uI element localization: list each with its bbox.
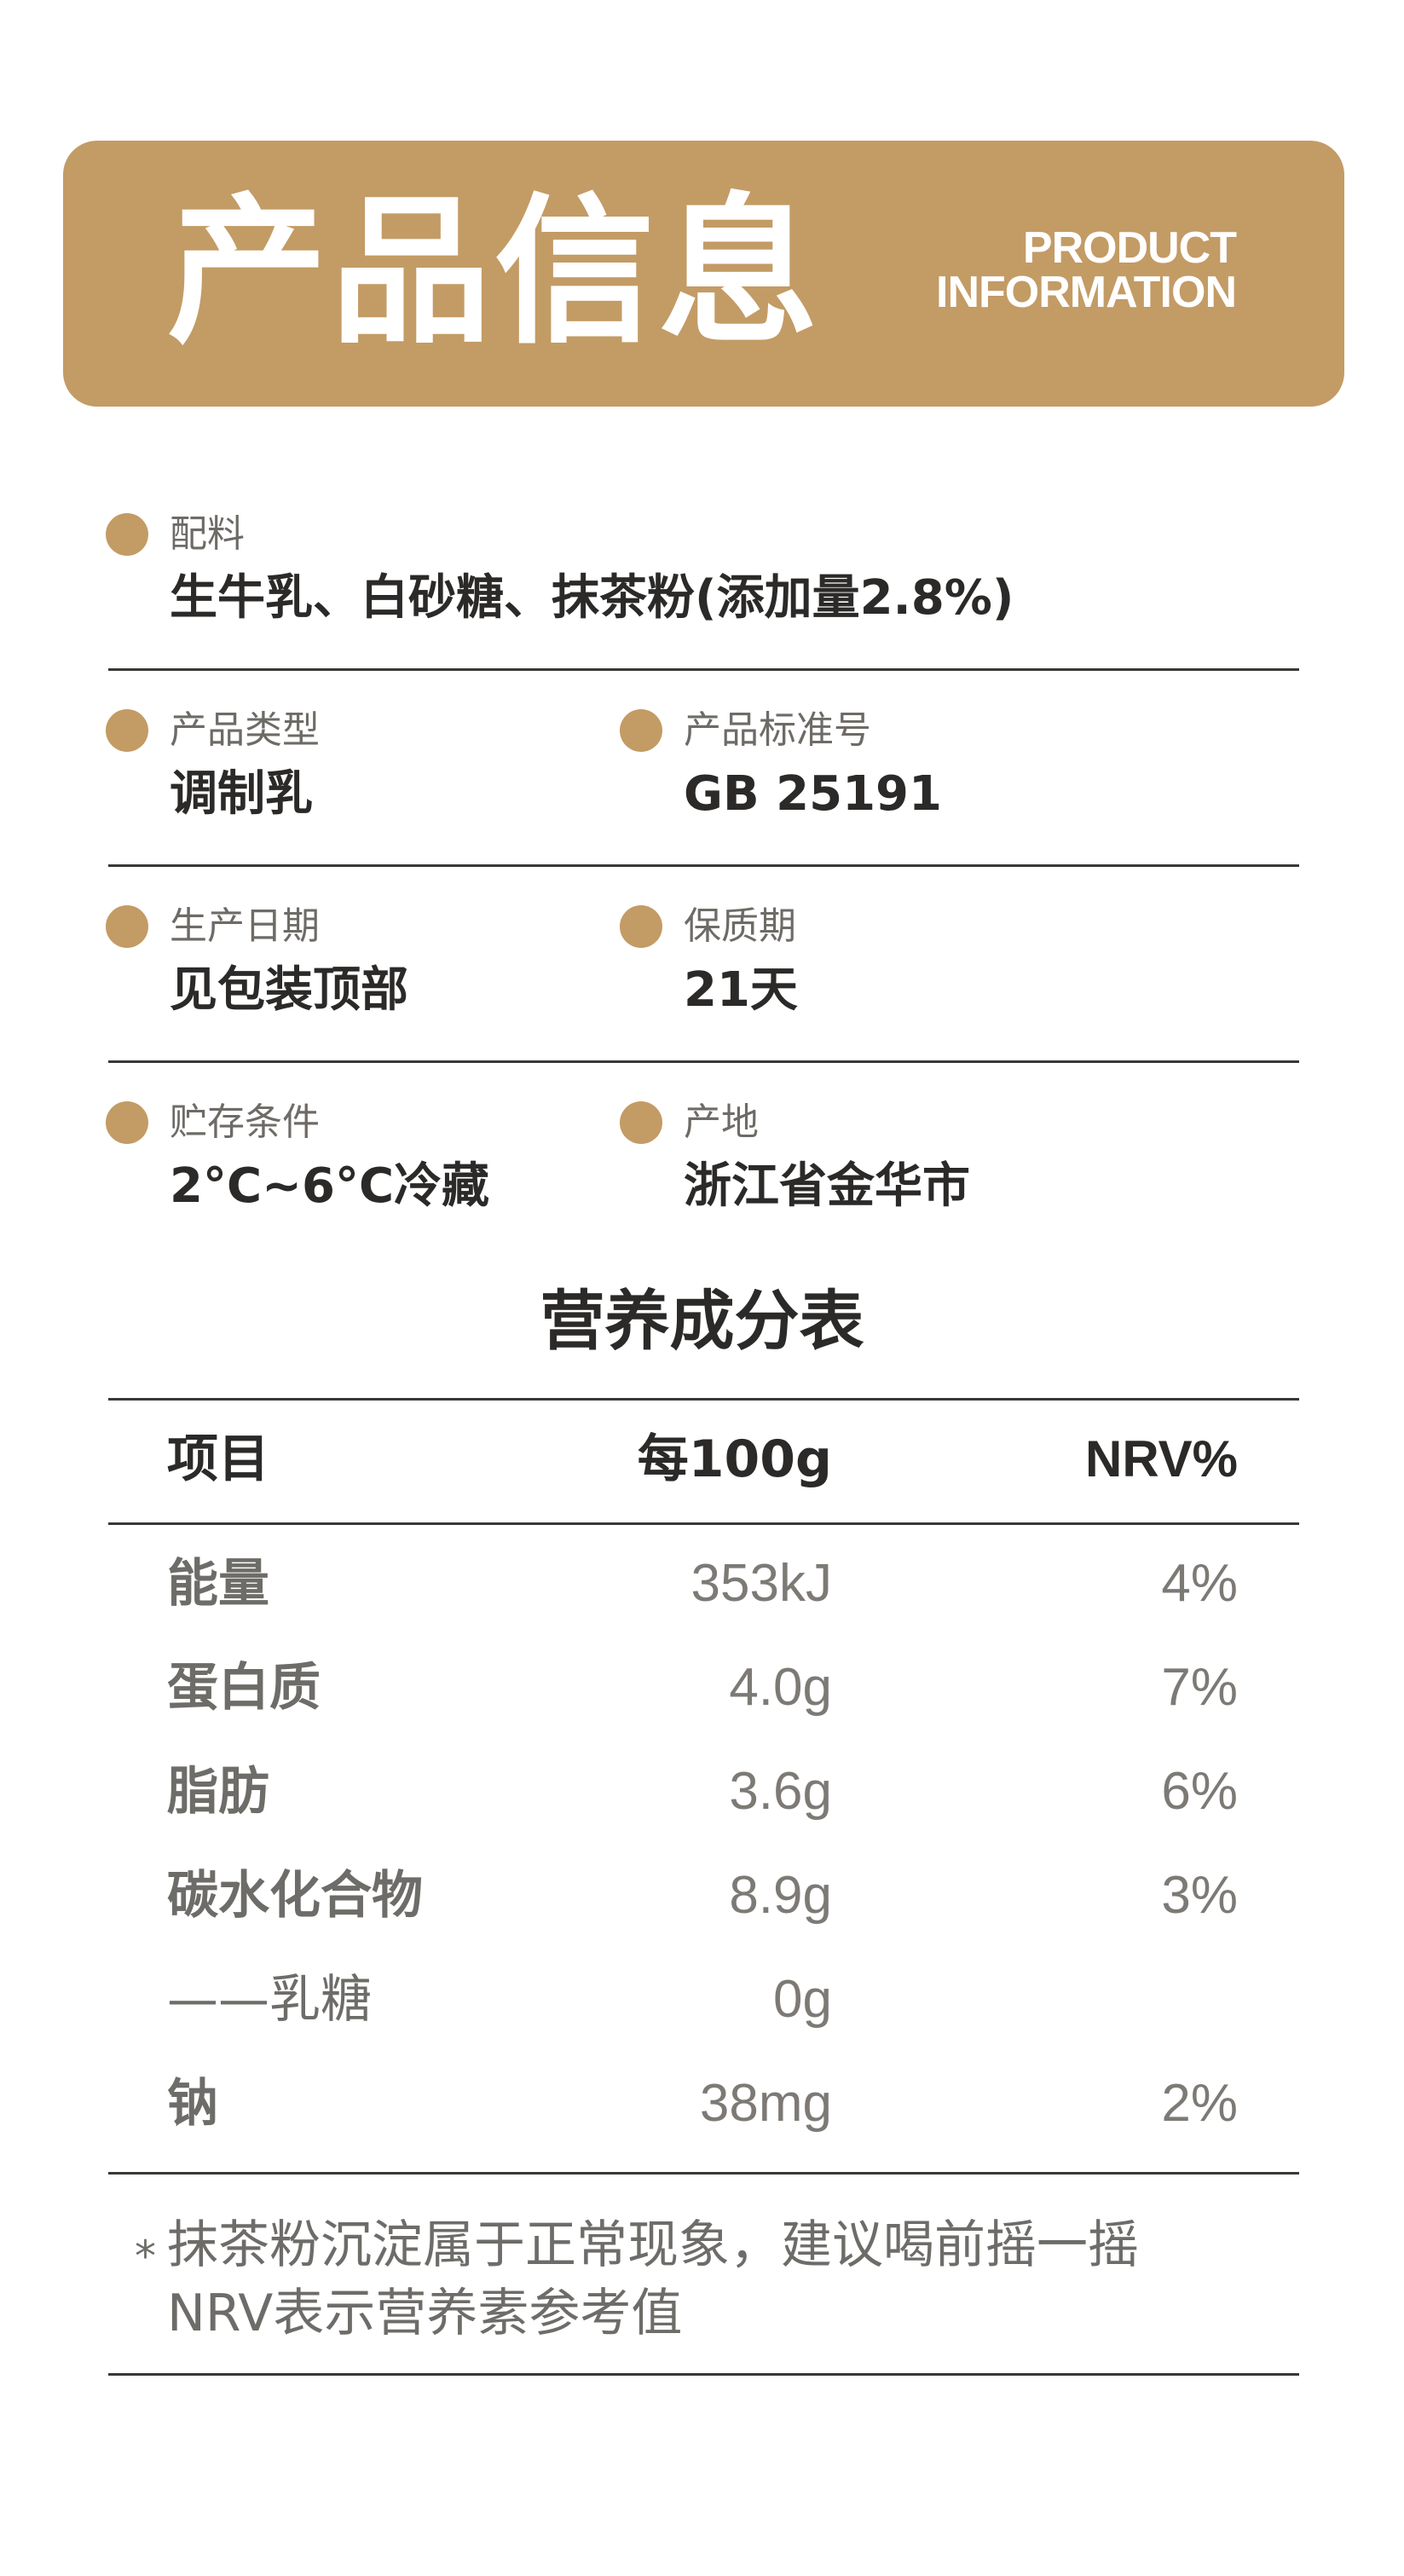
bullet-dot xyxy=(106,905,148,948)
header-banner: 产品信息 PRODUCT INFORMATION xyxy=(63,141,1344,407)
nutrient-name: 蛋白质 xyxy=(167,1658,321,1718)
nutrient-name: 碳水化合物 xyxy=(167,1866,423,1926)
nutrient-name: 能量 xyxy=(167,1554,269,1614)
info-value: 调制乳 xyxy=(170,766,313,822)
nutrient-amount: 3.6g xyxy=(729,1762,832,1821)
table-top-rule xyxy=(108,1398,1299,1401)
header-nrv: NRV% xyxy=(1085,1430,1238,1487)
nutrient-name: 钠 xyxy=(167,2074,218,2134)
nutrient-name: 脂肪 xyxy=(167,1762,269,1822)
nutrient-amount: 8.9g xyxy=(729,1866,832,1925)
nutrient-amount: 0g xyxy=(773,1970,832,2029)
page-title: 产品信息 xyxy=(167,179,822,366)
nutrient-nrv: 6% xyxy=(1161,1762,1238,1821)
header-per100g: 每100g xyxy=(637,1430,832,1489)
footer-rule xyxy=(108,2373,1299,2376)
info-value: 生牛乳、白砂糖、抹茶粉(添加量2.8%) xyxy=(170,570,1014,626)
table-row: 蛋白质 4.0g 7% xyxy=(0,1647,1404,1741)
divider xyxy=(108,668,1299,671)
info-value: GB 25191 xyxy=(684,766,942,822)
info-label: 贮存条件 xyxy=(170,1100,320,1144)
info-label: 生产日期 xyxy=(170,904,320,948)
subtitle-line-1: PRODUCT xyxy=(1022,223,1237,273)
table-row: ——乳糖 0g xyxy=(0,1959,1404,2053)
info-label: 产地 xyxy=(684,1100,759,1144)
page-subtitle: PRODUCT INFORMATION xyxy=(878,223,1237,317)
bullet-dot xyxy=(620,709,662,752)
table-header-rule xyxy=(108,1522,1299,1525)
bullet-dot xyxy=(106,513,148,556)
nutrition-title: 营养成分表 xyxy=(540,1283,864,1359)
info-label: 产品标准号 xyxy=(684,708,871,752)
info-label: 产品类型 xyxy=(170,708,320,752)
nutrient-amount: 38mg xyxy=(699,2074,832,2133)
footnote-line-1: 抹茶粉沉淀属于正常现象，建议喝前摇一摇 xyxy=(167,2215,1139,2275)
info-value: 2°C~6°C冷藏 xyxy=(170,1158,490,1214)
subtitle-line-2: INFORMATION xyxy=(936,268,1237,317)
info-value: 见包装顶部 xyxy=(170,962,408,1018)
divider xyxy=(108,864,1299,867)
info-label: 保质期 xyxy=(684,904,796,948)
table-bottom-rule xyxy=(108,2172,1299,2175)
info-value: 21天 xyxy=(684,962,798,1018)
nutrient-nrv: 4% xyxy=(1161,1554,1238,1613)
table-row: 能量 353kJ 4% xyxy=(0,1543,1404,1637)
nutrient-amount: 4.0g xyxy=(729,1658,832,1717)
info-label: 配料 xyxy=(170,512,245,556)
divider xyxy=(108,1060,1299,1063)
bullet-dot xyxy=(106,1101,148,1144)
footnote-star: * xyxy=(135,2232,156,2281)
footnote-line-2: NRV表示营养素参考值 xyxy=(167,2284,683,2343)
table-row: 碳水化合物 8.9g 3% xyxy=(0,1855,1404,1949)
nutrient-amount: 353kJ xyxy=(690,1554,832,1613)
nutrient-name: ——乳糖 xyxy=(167,1970,372,2030)
bullet-dot xyxy=(620,1101,662,1144)
nutrient-nrv: 2% xyxy=(1161,2074,1238,2133)
header-item: 项目 xyxy=(167,1430,269,1489)
info-value: 浙江省金华市 xyxy=(684,1158,970,1214)
nutrient-nrv: 3% xyxy=(1161,1866,1238,1925)
bullet-dot xyxy=(106,709,148,752)
table-row: 钠 38mg 2% xyxy=(0,2063,1404,2157)
table-row: 脂肪 3.6g 6% xyxy=(0,1751,1404,1845)
nutrient-nrv: 7% xyxy=(1161,1658,1238,1717)
bullet-dot xyxy=(620,905,662,948)
